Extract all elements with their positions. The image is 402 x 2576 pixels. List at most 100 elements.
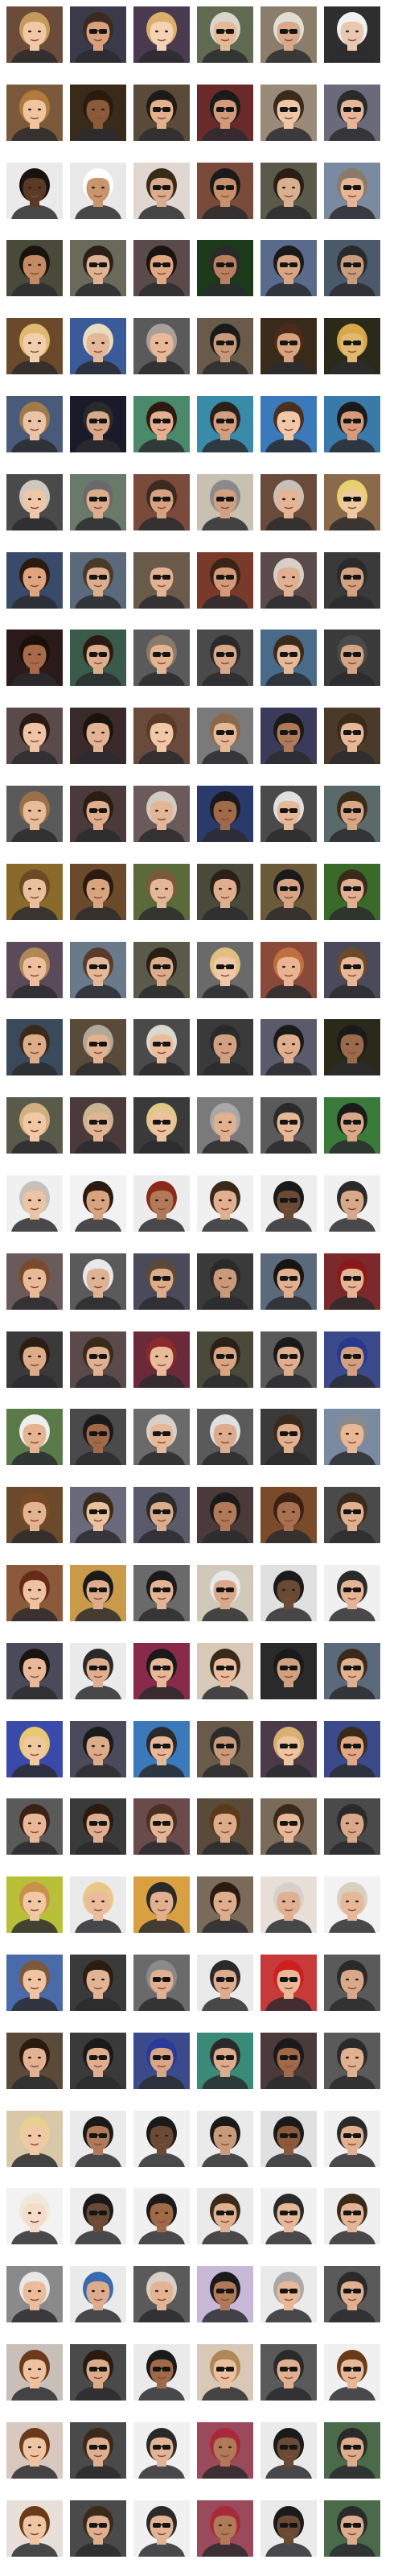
- face-thumbnail-r9-c1: [6, 630, 63, 686]
- face-portrait: [70, 2033, 126, 2089]
- face-portrait: [324, 786, 380, 842]
- face-portrait: [133, 6, 190, 63]
- face-thumbnail-r1-c1: [6, 6, 63, 63]
- face-thumbnail-r30-c4: [197, 2266, 253, 2322]
- face-thumbnail-r8-c6: [324, 552, 380, 609]
- face-thumbnail-r10-c6: [324, 708, 380, 764]
- face-thumbnail-r7-c4: [197, 474, 253, 530]
- face-portrait: [6, 708, 63, 764]
- face-thumbnail-r9-c2: [70, 630, 126, 686]
- face-thumbnail-r13-c6: [324, 942, 380, 998]
- face-portrait: [133, 1487, 190, 1543]
- face-portrait: [260, 630, 317, 686]
- face-thumbnail-r23-c3: [133, 1721, 190, 1777]
- face-thumbnail-r20-c2: [70, 1487, 126, 1543]
- face-thumbnail-r18-c4: [197, 1331, 253, 1388]
- face-thumbnail-r27-c4: [197, 2033, 253, 2089]
- face-thumbnail-r4-c3: [133, 240, 190, 296]
- face-portrait: [260, 942, 317, 998]
- face-thumbnail-r10-c2: [70, 708, 126, 764]
- face-portrait: [324, 1175, 380, 1232]
- face-portrait: [197, 1331, 253, 1388]
- face-portrait: [260, 2344, 317, 2401]
- face-portrait: [6, 2188, 63, 2244]
- face-thumbnail-r25-c4: [197, 1876, 253, 1933]
- face-portrait: [324, 864, 380, 920]
- face-portrait: [197, 1097, 253, 1154]
- face-thumbnail-r3-c6: [324, 163, 380, 219]
- face-thumbnail-r22-c4: [197, 1643, 253, 1699]
- face-portrait: [70, 1331, 126, 1388]
- face-portrait: [133, 1876, 190, 1933]
- face-portrait: [6, 1097, 63, 1154]
- face-thumbnail-r21-c1: [6, 1565, 63, 1621]
- face-thumbnail-r22-c5: [260, 1643, 317, 1699]
- face-portrait: [70, 1798, 126, 1855]
- face-thumbnail-r3-c1: [6, 163, 63, 219]
- face-thumbnail-r2-c3: [133, 85, 190, 141]
- face-portrait: [6, 474, 63, 530]
- face-thumbnail-r6-c3: [133, 396, 190, 452]
- face-portrait: [6, 864, 63, 920]
- face-portrait: [197, 1019, 253, 1075]
- face-thumbnail-r26-c5: [260, 1955, 317, 2011]
- face-thumbnail-r11-c2: [70, 786, 126, 842]
- face-portrait: [6, 1253, 63, 1310]
- face-thumbnail-r14-c6: [324, 1019, 380, 1075]
- face-thumbnail-r15-c3: [133, 1097, 190, 1154]
- face-thumbnail-r20-c4: [197, 1487, 253, 1543]
- face-portrait: [197, 2500, 253, 2557]
- face-thumbnail-r17-c3: [133, 1253, 190, 1310]
- face-portrait: [260, 552, 317, 609]
- face-portrait: [197, 630, 253, 686]
- face-thumbnail-r12-c6: [324, 864, 380, 920]
- face-portrait: [70, 2500, 126, 2557]
- face-portrait: [324, 474, 380, 530]
- face-portrait: [197, 1253, 253, 1310]
- face-portrait: [197, 1487, 253, 1543]
- face-portrait: [133, 1798, 190, 1855]
- face-portrait: [324, 2188, 380, 2244]
- face-thumbnail-r28-c1: [6, 2111, 63, 2167]
- face-portrait: [324, 1253, 380, 1310]
- face-thumbnail-r15-c1: [6, 1097, 63, 1154]
- face-thumbnail-r6-c2: [70, 396, 126, 452]
- face-portrait: [260, 864, 317, 920]
- face-portrait: [260, 6, 317, 63]
- face-thumbnail-r13-c1: [6, 942, 63, 998]
- face-portrait: [133, 786, 190, 842]
- face-thumbnail-r2-c6: [324, 85, 380, 141]
- face-portrait: [133, 85, 190, 141]
- face-thumbnail-r6-c1: [6, 396, 63, 452]
- face-portrait: [197, 6, 253, 63]
- face-portrait: [260, 1721, 317, 1777]
- face-portrait: [324, 2266, 380, 2322]
- face-thumbnail-r28-c6: [324, 2111, 380, 2167]
- face-portrait: [133, 2344, 190, 2401]
- face-portrait: [6, 1175, 63, 1232]
- face-portrait: [260, 1253, 317, 1310]
- face-thumbnail-r33-c3: [133, 2500, 190, 2557]
- face-portrait: [324, 1331, 380, 1388]
- face-portrait: [324, 2033, 380, 2089]
- face-portrait: [6, 1876, 63, 1933]
- face-thumbnail-r9-c3: [133, 630, 190, 686]
- face-portrait: [260, 163, 317, 219]
- face-portrait: [260, 85, 317, 141]
- face-thumbnail-r6-c5: [260, 396, 317, 452]
- face-thumbnail-r19-c5: [260, 1409, 317, 1465]
- face-thumbnail-r27-c3: [133, 2033, 190, 2089]
- face-thumbnail-r26-c3: [133, 1955, 190, 2011]
- face-thumbnail-r17-c1: [6, 1253, 63, 1310]
- face-portrait: [133, 163, 190, 219]
- face-thumbnail-r23-c5: [260, 1721, 317, 1777]
- face-portrait: [6, 163, 63, 219]
- face-thumbnail-r4-c6: [324, 240, 380, 296]
- face-thumbnail-r29-c2: [70, 2188, 126, 2244]
- face-portrait: [260, 2422, 317, 2479]
- face-portrait: [260, 1643, 317, 1699]
- face-portrait: [70, 1955, 126, 2011]
- face-portrait: [197, 1798, 253, 1855]
- face-portrait: [6, 2500, 63, 2557]
- face-portrait: [197, 1876, 253, 1933]
